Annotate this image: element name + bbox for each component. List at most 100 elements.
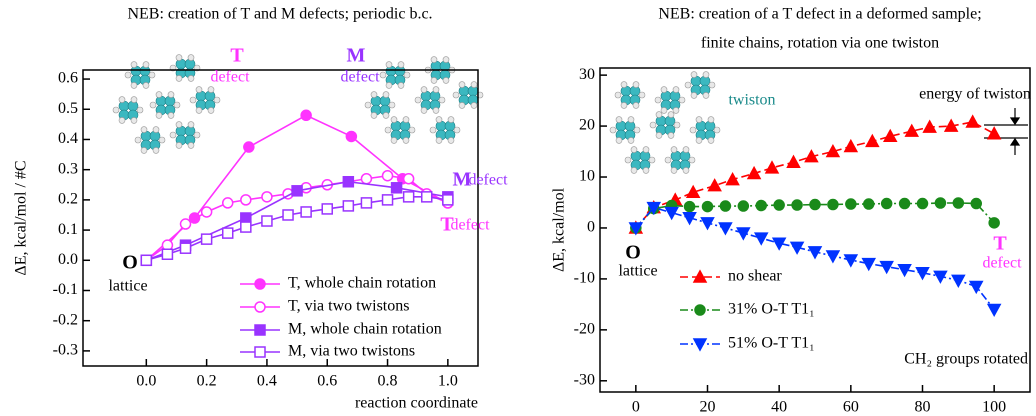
atom xyxy=(671,167,677,173)
marker xyxy=(283,210,293,220)
x-tick-label: 40 xyxy=(771,399,787,416)
marker xyxy=(255,302,265,312)
atom xyxy=(685,82,691,88)
plot-frame xyxy=(600,68,1030,392)
y-tick-label: 0 xyxy=(587,219,595,236)
marker xyxy=(255,279,265,289)
atom xyxy=(633,102,639,108)
atom xyxy=(196,107,202,113)
atom xyxy=(631,167,637,173)
atom xyxy=(690,127,696,133)
annotation: defect xyxy=(340,69,380,86)
y-tick-label: 0.1 xyxy=(58,221,78,238)
atom xyxy=(131,62,137,68)
annotation: lattice xyxy=(108,278,147,295)
marker xyxy=(827,251,839,262)
atom xyxy=(443,77,449,83)
marker xyxy=(900,199,910,209)
atom xyxy=(621,82,627,88)
atom xyxy=(439,97,445,103)
atom xyxy=(628,137,634,143)
series xyxy=(630,203,1000,316)
marker xyxy=(181,243,191,253)
marker xyxy=(343,177,353,187)
annotation: defect xyxy=(210,69,250,86)
legend-marker xyxy=(695,305,705,315)
marker xyxy=(404,174,414,184)
y-tick-label: 0.5 xyxy=(58,100,78,117)
atom xyxy=(119,117,125,123)
y-tick-label: -0.1 xyxy=(53,281,78,298)
marker xyxy=(709,180,721,191)
atom xyxy=(188,75,194,81)
atom xyxy=(208,87,214,93)
atom xyxy=(674,122,680,128)
atom xyxy=(403,117,409,123)
marker xyxy=(756,201,766,211)
y-axis-label: ΔE, kcal/mol / #C xyxy=(13,160,30,275)
x-axis-label: reaction coordinate xyxy=(355,395,478,412)
x-tick-label: 0.6 xyxy=(317,373,337,390)
marker xyxy=(255,325,265,335)
marker xyxy=(703,202,713,212)
atom xyxy=(454,127,460,133)
atom xyxy=(383,112,389,118)
atom xyxy=(421,107,427,113)
atom xyxy=(156,92,162,98)
x-tick-label: 1.0 xyxy=(438,373,458,390)
atom xyxy=(143,62,149,68)
legend-label: T, whole chain rotation xyxy=(288,275,436,292)
atom xyxy=(621,102,627,108)
x-tick-label: 0.0 xyxy=(136,373,156,390)
atom xyxy=(703,72,709,78)
legend-marker xyxy=(694,339,706,350)
atom xyxy=(668,132,674,138)
atom xyxy=(643,147,649,153)
x-tick-label: 0.4 xyxy=(257,373,277,390)
annotation: defect xyxy=(468,172,508,189)
marker xyxy=(774,200,784,210)
atom xyxy=(194,132,200,138)
atom xyxy=(421,87,427,93)
legend-label: M, via two twistons xyxy=(288,343,415,360)
atom xyxy=(448,117,454,123)
atom xyxy=(661,87,667,93)
atom xyxy=(714,127,720,133)
chart-title: finite chains, rotation via one twiston xyxy=(701,35,939,52)
atom xyxy=(668,112,674,118)
atom xyxy=(656,132,662,138)
atom xyxy=(125,72,131,78)
marker xyxy=(361,198,371,208)
atom xyxy=(631,147,637,153)
marker xyxy=(244,142,254,152)
atom xyxy=(683,147,689,153)
atom xyxy=(131,82,137,88)
atom xyxy=(656,112,662,118)
atom xyxy=(650,122,656,128)
y-tick-label: -0.3 xyxy=(53,342,78,359)
atom xyxy=(188,122,194,128)
atom xyxy=(625,157,631,163)
y-tick-label: -10 xyxy=(574,270,595,287)
atom xyxy=(471,102,477,108)
x-tick-label: 0.8 xyxy=(378,373,398,390)
atom xyxy=(119,97,125,103)
atom xyxy=(471,82,477,88)
marker xyxy=(404,192,414,202)
atom xyxy=(391,137,397,143)
legend-label: M, whole chain rotation xyxy=(288,321,442,338)
atom xyxy=(610,127,616,133)
legend-label: 31% O-T T1₁ xyxy=(728,301,815,318)
atom xyxy=(436,117,442,123)
marker xyxy=(881,262,893,273)
atom xyxy=(415,97,421,103)
atom xyxy=(371,112,377,118)
y-tick-label: -20 xyxy=(574,321,595,338)
atom xyxy=(404,72,410,78)
marker xyxy=(255,347,265,357)
marker xyxy=(967,116,979,127)
atom xyxy=(655,97,661,103)
legend-label: 51% O-T T1₁ xyxy=(728,335,815,352)
marker xyxy=(935,198,945,208)
marker xyxy=(392,183,402,193)
